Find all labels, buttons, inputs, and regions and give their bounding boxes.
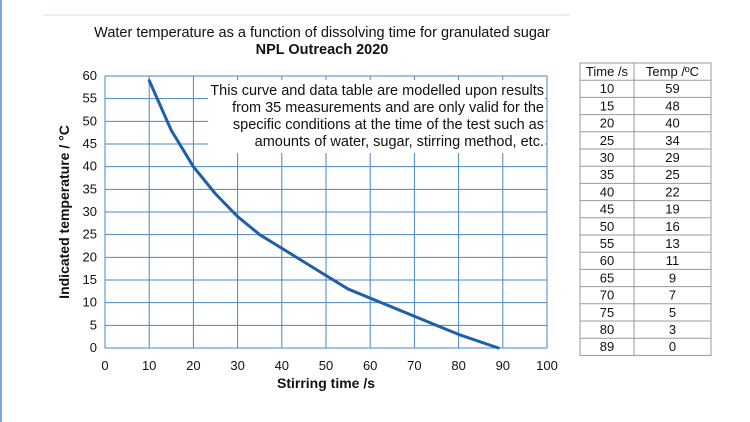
- table-cell: 75: [600, 305, 614, 320]
- table-cell: 19: [665, 202, 679, 217]
- x-tick-label: 90: [496, 358, 510, 373]
- table-cell: 3: [669, 322, 676, 337]
- x-tick-label: 80: [451, 358, 465, 373]
- y-tick-label: 0: [90, 340, 97, 355]
- x-tick-label: 40: [275, 358, 289, 373]
- table-cell: 48: [665, 98, 679, 113]
- x-tick-label: 30: [230, 358, 244, 373]
- x-tick-label: 50: [319, 358, 333, 373]
- x-axis-title: Stirring time /s: [277, 375, 375, 391]
- table-cell: 5: [669, 305, 676, 320]
- table-cell: 16: [665, 219, 679, 234]
- y-axis-title: Indicated temperature / °C: [56, 125, 72, 299]
- series-line: [147, 79, 500, 350]
- table-cell: 60: [600, 253, 614, 268]
- table-cell: 55: [600, 236, 614, 251]
- x-tick-label: 100: [536, 358, 558, 373]
- table-cell: 29: [665, 150, 679, 165]
- chart-title: Water temperature as a function of disso…: [94, 25, 550, 41]
- table-cell: 11: [666, 253, 680, 268]
- x-tick-label: 70: [407, 358, 421, 373]
- x-tick-label: 20: [186, 358, 200, 373]
- table-cell: 80: [600, 322, 614, 337]
- table-cell: 13: [665, 236, 679, 251]
- table-cell: 50: [600, 219, 614, 234]
- table-cell: 35: [600, 167, 614, 182]
- table-cell: 40: [600, 184, 614, 199]
- table-cell: 30: [600, 150, 614, 165]
- table-cell: 10: [600, 81, 614, 96]
- series-layer: [147, 79, 500, 350]
- table-cell: 70: [600, 288, 614, 303]
- annotation-box: [208, 80, 545, 153]
- y-tick-label: 30: [83, 204, 97, 219]
- table-cell: 89: [600, 339, 614, 354]
- x-tick-label: 0: [101, 358, 108, 373]
- y-tick-label: 45: [83, 136, 97, 151]
- y-tick-label: 50: [83, 113, 97, 128]
- chart-subtitle: NPL Outreach 2020: [256, 42, 389, 58]
- table-cell: 9: [669, 270, 676, 285]
- y-tick-label: 15: [83, 272, 97, 287]
- table-header-time: Time /s: [586, 64, 629, 79]
- table-border: [579, 62, 712, 356]
- annotation-line-2: from 35 measurements and are only valid …: [232, 100, 544, 116]
- table-cell: 59: [665, 81, 679, 96]
- table-cell: 15: [600, 98, 614, 113]
- axis-ticks-layer: 0 10 20 30 40 50 60 70 80 90 100 0 5 10 15 20 25 30 35 40 45…: [83, 68, 558, 373]
- y-tick-label: 25: [83, 227, 97, 242]
- table-cell: 22: [665, 184, 679, 199]
- y-tick-label: 10: [83, 295, 97, 310]
- table-header-temp: Temp /ºC: [646, 64, 699, 79]
- table-cell: 20: [600, 116, 614, 131]
- annotation-line-3: specific conditions at the time of the t…: [233, 117, 544, 133]
- top-rule: [44, 14, 570, 16]
- table-cell: 7: [669, 288, 676, 303]
- table-cell: 25: [665, 167, 679, 182]
- table-cell: 0: [669, 339, 676, 354]
- y-tick-label: 60: [83, 68, 97, 83]
- table-cell: 45: [600, 202, 614, 217]
- annotation-line-4: amounts of water, sugar, stirring method…: [255, 134, 544, 150]
- table-cell: 40: [665, 116, 679, 131]
- y-tick-label: 5: [90, 317, 97, 332]
- annotation-line-1: This curve and data table are modelled u…: [210, 83, 544, 99]
- table-cell: 65: [600, 270, 614, 285]
- y-tick-label: 40: [83, 159, 97, 174]
- y-tick-label: 20: [83, 249, 97, 264]
- page-left-border: [0, 0, 2, 422]
- y-tick-label: 35: [83, 181, 97, 196]
- x-tick-label: 10: [142, 358, 156, 373]
- y-tick-label: 55: [83, 91, 97, 106]
- x-tick-label: 60: [363, 358, 377, 373]
- table-cell: 25: [600, 133, 614, 148]
- table-cell: 34: [665, 133, 679, 148]
